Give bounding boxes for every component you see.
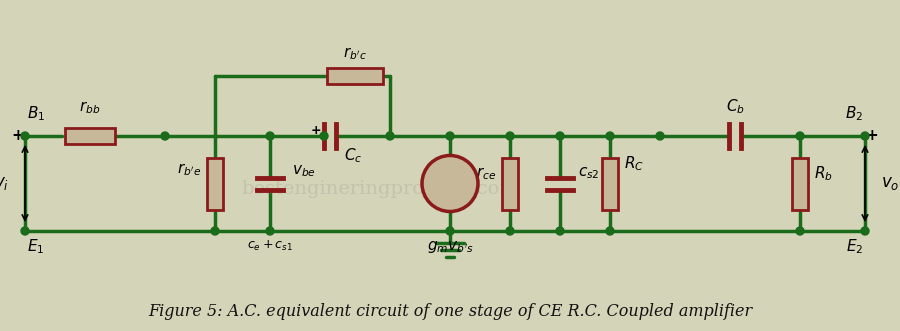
Circle shape: [796, 132, 804, 140]
Text: $R_b$: $R_b$: [814, 164, 832, 183]
Circle shape: [386, 132, 394, 140]
Circle shape: [21, 132, 29, 140]
Text: $E_2$: $E_2$: [846, 237, 863, 256]
Circle shape: [422, 156, 478, 212]
Text: $g_m v_{b's}$: $g_m v_{b's}$: [427, 239, 473, 255]
Text: $E_1$: $E_1$: [27, 237, 44, 256]
Text: $v_o$: $v_o$: [881, 175, 899, 192]
Text: $R_C$: $R_C$: [624, 154, 644, 173]
Bar: [502, 158, 518, 210]
Bar: [65, 128, 115, 144]
Text: $c_{s2}$: $c_{s2}$: [578, 166, 599, 181]
Text: $r_{bb}$: $r_{bb}$: [79, 99, 101, 116]
Text: $C_c$: $C_c$: [344, 146, 363, 165]
Circle shape: [21, 227, 29, 235]
Circle shape: [656, 132, 664, 140]
Bar: [207, 158, 223, 210]
Circle shape: [606, 132, 614, 140]
Text: $r_{b'e}$: $r_{b'e}$: [176, 161, 201, 178]
Circle shape: [211, 227, 219, 235]
Circle shape: [861, 227, 869, 235]
Circle shape: [446, 132, 454, 140]
Text: $v_{be}$: $v_{be}$: [292, 164, 316, 179]
Bar: [792, 158, 808, 210]
Circle shape: [446, 227, 454, 235]
Text: +: +: [866, 128, 878, 144]
Text: +: +: [12, 128, 24, 144]
Circle shape: [556, 132, 564, 140]
Circle shape: [556, 227, 564, 235]
Text: $C_b$: $C_b$: [725, 97, 744, 116]
Text: bestengineringprojects.com: bestengineringprojects.com: [241, 179, 518, 198]
Bar: [602, 158, 618, 210]
Text: $c_e+c_{s1}$: $c_e+c_{s1}$: [247, 239, 293, 253]
Circle shape: [266, 227, 274, 235]
Text: $r_{ce}$: $r_{ce}$: [476, 165, 496, 182]
Circle shape: [161, 132, 169, 140]
Circle shape: [506, 227, 514, 235]
Text: Figure 5: A.C. equivalent circuit of one stage of CE R.C. Coupled amplifier: Figure 5: A.C. equivalent circuit of one…: [148, 303, 752, 319]
Circle shape: [266, 132, 274, 140]
Circle shape: [796, 227, 804, 235]
Text: $r_{b'c}$: $r_{b'c}$: [343, 45, 367, 62]
Circle shape: [606, 227, 614, 235]
Text: $B_2$: $B_2$: [845, 104, 863, 123]
Circle shape: [506, 132, 514, 140]
Text: +: +: [310, 124, 321, 137]
Circle shape: [320, 132, 328, 140]
Bar: [327, 68, 383, 84]
Text: $B_1$: $B_1$: [27, 104, 45, 123]
Text: $v_i$: $v_i$: [0, 175, 9, 192]
Circle shape: [861, 132, 869, 140]
